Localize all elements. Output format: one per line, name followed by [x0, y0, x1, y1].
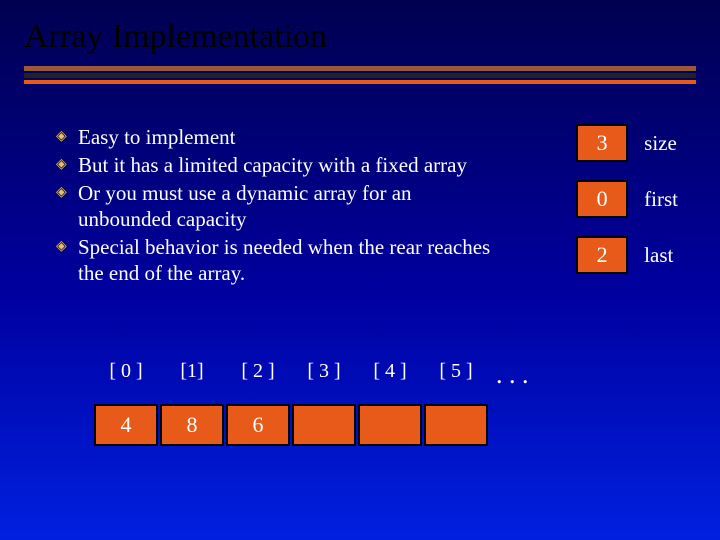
bullet-text: Easy to implement [78, 124, 235, 150]
bullet-item: ◈ Easy to implement [56, 124, 496, 150]
array-cell: 6 [226, 404, 290, 446]
array-index: [1] [160, 360, 224, 390]
bullet-item: ◈ But it has a limited capacity with a f… [56, 152, 496, 178]
array-cell: 4 [94, 404, 158, 446]
state-label-size: size [644, 131, 677, 156]
array-index-row: [ 0 ] [1] [ 2 ] [ 3 ] [ 4 ] [ 5 ] . . . [94, 360, 540, 390]
state-row-size: 3 size [576, 124, 678, 162]
state-box-size: 3 [576, 124, 628, 162]
state-box-first: 0 [576, 180, 628, 218]
title-underline [24, 66, 696, 84]
array-value-row: 4 8 6 [94, 404, 540, 446]
state-label-first: first [644, 187, 678, 212]
array-index: [ 5 ] [424, 360, 488, 390]
bullet-marker-icon: ◈ [56, 124, 78, 150]
bullet-marker-icon: ◈ [56, 152, 78, 178]
array-cell [424, 404, 488, 446]
state-box-last: 2 [576, 236, 628, 274]
array-cell: 8 [160, 404, 224, 446]
state-row-first: 0 first [576, 180, 678, 218]
state-boxes: 3 size 0 first 2 last [576, 124, 678, 292]
array-ellipsis: . . . [490, 360, 538, 390]
array-cell [358, 404, 422, 446]
bullet-text: Special behavior is needed when the rear… [78, 234, 496, 286]
bullet-item: ◈ Special behavior is needed when the re… [56, 234, 496, 286]
array-index: [ 2 ] [226, 360, 290, 390]
state-label-last: last [644, 243, 673, 268]
array-index: [ 4 ] [358, 360, 422, 390]
bullet-marker-icon: ◈ [56, 234, 78, 260]
array-index: [ 0 ] [94, 360, 158, 390]
bullet-marker-icon: ◈ [56, 180, 78, 206]
array-index: [ 3 ] [292, 360, 356, 390]
array-diagram: [ 0 ] [1] [ 2 ] [ 3 ] [ 4 ] [ 5 ] . . . … [94, 360, 540, 446]
array-cell [292, 404, 356, 446]
bullet-item: ◈ Or you must use a dynamic array for an… [56, 180, 496, 232]
bullet-text: Or you must use a dynamic array for an u… [78, 180, 496, 232]
slide-title: Array Implementation [24, 18, 696, 56]
bullet-list: ◈ Easy to implement ◈ But it has a limit… [56, 124, 496, 286]
bullet-text: But it has a limited capacity with a fix… [78, 152, 467, 178]
state-row-last: 2 last [576, 236, 678, 274]
